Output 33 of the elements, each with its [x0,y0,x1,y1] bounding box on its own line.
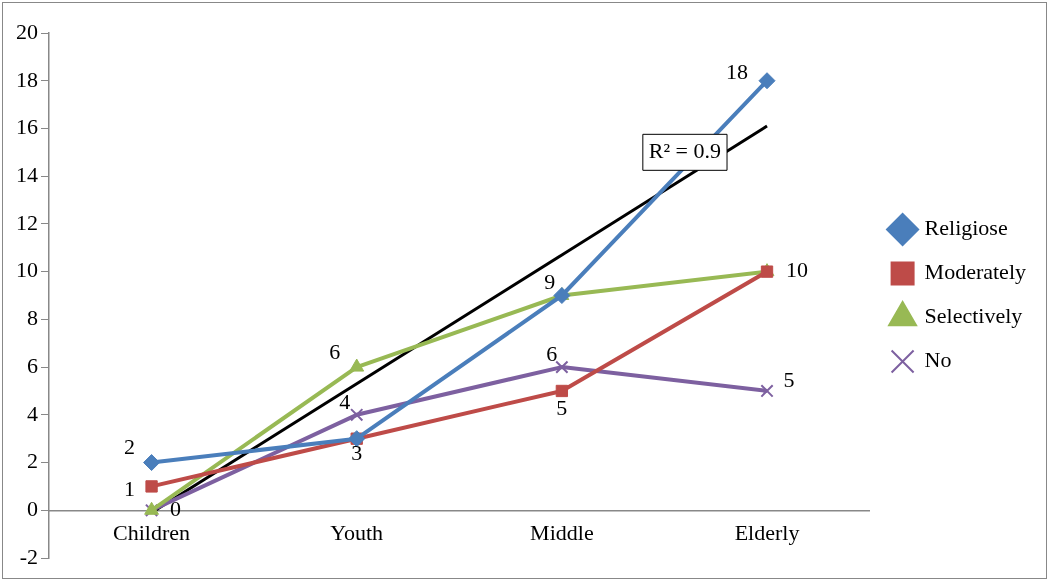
y-tick-label: 0 [27,496,38,522]
data-label: 10 [786,257,809,283]
x-tick-label: Middle [530,520,594,546]
data-label: 4 [339,388,351,414]
annotation: R² = 0.9 [648,138,722,164]
x-tick-label: Elderly [734,520,800,546]
data-label: 1 [124,476,136,502]
legend-label: Religiose [924,215,1008,241]
y-tick-label: 16 [16,114,38,140]
data-label: 5 [556,394,568,420]
y-tick-label: 18 [16,66,38,92]
data-label: 0 [170,496,182,522]
legend-label: Selectively [924,303,1023,329]
y-tick-label: -2 [19,543,38,569]
y-tick-label: 4 [27,400,38,426]
data-label: 5 [783,366,795,392]
legend-label: Moderately [924,259,1026,285]
data-label: 9 [544,269,556,295]
data-label: 6 [546,340,558,366]
data-label: 6 [329,338,341,364]
y-tick-label: 10 [16,257,38,283]
data-label: 2 [124,434,136,460]
y-tick-label: 2 [27,448,38,474]
data-label: 3 [351,440,363,466]
x-tick-label: Youth [330,520,384,546]
legend-label: No [924,347,952,373]
data-label: 18 [726,58,749,84]
y-tick-label: 20 [16,18,38,44]
x-tick-label: Children [113,520,191,546]
y-tick-label: 8 [27,305,38,331]
y-tick-label: 14 [16,161,38,187]
y-tick-label: 6 [27,352,38,378]
y-tick-label: 12 [16,209,38,235]
